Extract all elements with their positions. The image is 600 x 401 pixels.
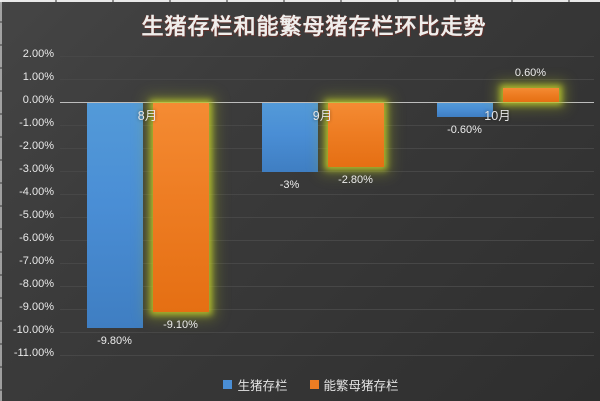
- legend-label: 生猪存栏: [237, 379, 288, 393]
- y-axis-tick-label: -11.00%: [13, 347, 54, 359]
- data-label: -9.80%: [97, 335, 132, 348]
- y-axis-tick-label: -9.00%: [19, 301, 54, 313]
- gridline: [60, 217, 594, 218]
- bar-能繁母猪存栏-10月[interactable]: [502, 88, 559, 102]
- bar-能繁母猪存栏-8月[interactable]: [152, 103, 209, 313]
- y-axis-tick-label: 1.00%: [22, 71, 54, 83]
- y-axis-tick-label: -6.00%: [19, 232, 54, 244]
- y-axis-tick-label: -7.00%: [19, 255, 54, 267]
- y-axis-tick-label: -2.00%: [19, 140, 54, 152]
- bar-生猪存栏-8月[interactable]: [86, 103, 143, 329]
- gridline: [60, 355, 594, 356]
- gridline: [60, 148, 594, 149]
- data-label: -2.80%: [338, 174, 373, 187]
- legend-item-能繁母猪存栏[interactable]: 能繁母猪存栏: [309, 375, 399, 394]
- y-axis-tick-label: -3.00%: [19, 163, 54, 175]
- gridline: [60, 286, 594, 287]
- legend-swatch-icon: [223, 380, 233, 389]
- data-label: -9.10%: [163, 319, 198, 332]
- legend-swatch-icon: [309, 380, 319, 389]
- y-axis-tick-label: -1.00%: [19, 117, 54, 129]
- bar-生猪存栏-9月[interactable]: [261, 103, 318, 172]
- zero-axis-line: [60, 102, 594, 103]
- legend: 生猪存栏 能繁母猪存栏: [0, 375, 600, 394]
- gridline: [60, 263, 594, 264]
- x-axis-category-label: 9月: [312, 109, 333, 123]
- data-label: -0.60%: [447, 123, 482, 136]
- spreadsheet-top-edge: [0, 0, 600, 2]
- legend-item-生猪存栏[interactable]: 生猪存栏: [223, 375, 288, 394]
- chart-title: 生猪存栏和能繁母猪存栏环比走势: [141, 14, 487, 39]
- bar-能繁母猪存栏-9月[interactable]: [327, 103, 384, 168]
- y-axis-tick-label: 2.00%: [22, 48, 54, 60]
- gridline: [60, 332, 594, 333]
- data-label: 0.60%: [514, 67, 547, 80]
- data-label: -3%: [279, 179, 300, 191]
- gridline: [60, 194, 594, 195]
- gridline: [60, 171, 594, 172]
- y-axis-tick-label: 0.00%: [22, 94, 54, 106]
- y-axis-tick-label: -8.00%: [19, 278, 54, 290]
- y-axis-tick-label: -5.00%: [19, 209, 54, 221]
- spreadsheet-left-edge: [0, 0, 2, 401]
- legend-label: 能繁母猪存栏: [323, 379, 399, 393]
- x-axis-category-label: 8月: [137, 109, 158, 123]
- y-axis-tick-label: -10.00%: [13, 324, 54, 336]
- x-axis-category-label: 10月: [484, 109, 511, 123]
- gridline: [60, 309, 594, 310]
- gridline: [60, 79, 594, 80]
- bar-生猪存栏-10月[interactable]: [436, 103, 493, 117]
- y-axis-tick-label: -4.00%: [19, 186, 54, 198]
- gridline: [60, 240, 594, 241]
- gridline: [60, 56, 594, 57]
- gridline: [60, 125, 594, 126]
